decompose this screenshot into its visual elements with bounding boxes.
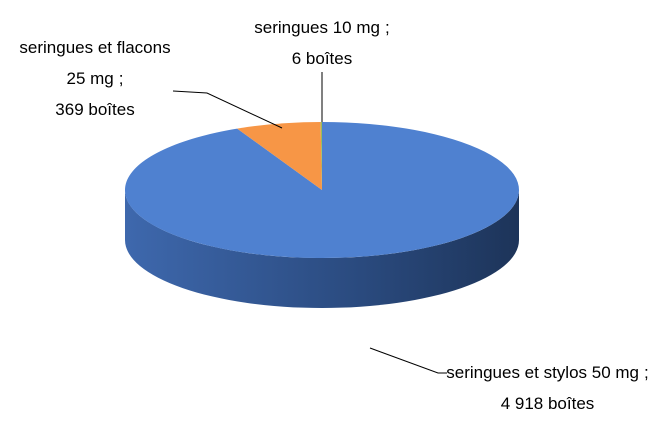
data-label: seringues et flacons 25 mg; 369 boîtes bbox=[15, 32, 175, 125]
leader-line bbox=[369, 347, 447, 374]
category-label: seringues et stylos 50 mg bbox=[446, 363, 640, 382]
data-label: seringues et stylos 50 mg; 4 918 boîtes bbox=[440, 357, 652, 419]
value-label: 6 boîtes bbox=[291, 49, 353, 68]
slice-side bbox=[125, 190, 519, 308]
category-label: seringues 10 mg bbox=[254, 18, 380, 37]
label-separator: ; bbox=[644, 363, 649, 382]
label-separator: ; bbox=[118, 69, 124, 88]
label-separator: ; bbox=[384, 18, 390, 37]
leader-line bbox=[172, 90, 283, 129]
slice bbox=[237, 122, 322, 190]
data-label: seringues 10 mg; 6 boîtes bbox=[222, 12, 422, 74]
slice bbox=[124, 122, 519, 258]
category-label: seringues et flacons 25 mg bbox=[19, 38, 171, 88]
value-label: 369 boîtes bbox=[55, 100, 135, 119]
value-label: 4 918 boîtes bbox=[500, 394, 595, 413]
slice bbox=[320, 122, 322, 190]
